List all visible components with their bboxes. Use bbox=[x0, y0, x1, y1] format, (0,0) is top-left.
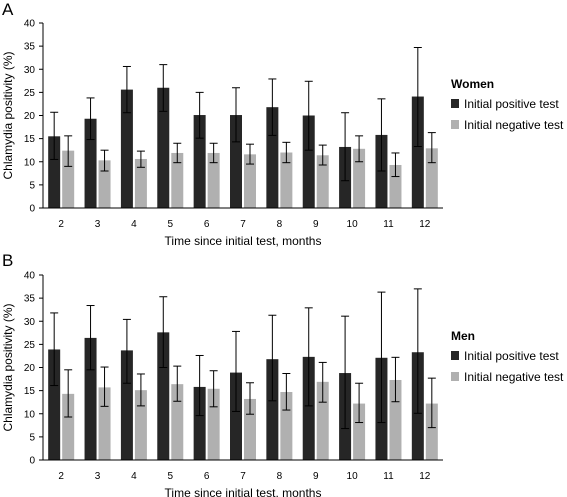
y-tick-label: 25 bbox=[24, 340, 36, 351]
legend-swatch bbox=[451, 372, 459, 381]
bar-initial-positive bbox=[157, 87, 170, 208]
legend-swatch bbox=[451, 120, 459, 129]
bar-initial-negative bbox=[353, 403, 366, 460]
x-tick-label: 7 bbox=[240, 219, 246, 230]
bar-initial-negative bbox=[280, 152, 293, 208]
y-tick-label: 10 bbox=[24, 157, 36, 168]
bar-initial-negative bbox=[98, 387, 111, 460]
bar-initial-negative bbox=[280, 392, 293, 460]
bar-initial-positive bbox=[120, 89, 133, 208]
legend-label: Initial negative test bbox=[464, 118, 564, 132]
legend-swatch bbox=[451, 351, 459, 360]
bar-initial-positive bbox=[84, 118, 97, 208]
bar-initial-negative bbox=[425, 403, 438, 460]
bar-initial-negative bbox=[244, 154, 256, 208]
y-axis-title: Chlamydia positivity (%) bbox=[1, 303, 15, 431]
bar-initial-positive bbox=[48, 136, 61, 208]
bar-initial-positive bbox=[411, 96, 424, 208]
y-tick-label: 0 bbox=[29, 456, 35, 467]
y-tick-label: 30 bbox=[24, 65, 36, 76]
bar-initial-negative bbox=[134, 158, 147, 208]
x-tick-label: 5 bbox=[167, 471, 173, 482]
x-tick-label: 4 bbox=[131, 471, 137, 482]
legend-label: Initial negative test bbox=[464, 370, 564, 384]
x-tick-label: 4 bbox=[131, 219, 137, 230]
bar-initial-positive bbox=[266, 359, 279, 460]
y-tick-label: 40 bbox=[24, 19, 36, 30]
y-tick-label: 15 bbox=[24, 134, 36, 145]
bar-initial-negative bbox=[171, 384, 184, 460]
bar-initial-positive bbox=[230, 115, 242, 208]
x-axis-title: Time since initial test, months bbox=[165, 486, 322, 497]
bar-initial-negative bbox=[353, 148, 366, 208]
x-tick-label: 3 bbox=[95, 219, 101, 230]
x-tick-label: 10 bbox=[347, 471, 359, 482]
bar-initial-positive bbox=[157, 332, 170, 460]
panel-label: B bbox=[2, 251, 13, 270]
bar-initial-negative bbox=[171, 152, 184, 208]
x-tick-label: 8 bbox=[277, 471, 283, 482]
x-tick-label: 12 bbox=[419, 471, 431, 482]
x-tick-label: 7 bbox=[240, 471, 246, 482]
x-tick-label: 2 bbox=[58, 471, 64, 482]
legend-title: Women bbox=[451, 77, 494, 91]
x-tick-label: 11 bbox=[383, 219, 394, 230]
bar-initial-negative bbox=[62, 393, 75, 460]
panel-label: A bbox=[2, 0, 14, 19]
y-axis-title: Chlamydia positivity (%) bbox=[1, 51, 15, 179]
bar-initial-negative bbox=[207, 152, 220, 208]
x-tick-label: 3 bbox=[95, 471, 101, 482]
x-tick-label: 6 bbox=[204, 471, 210, 482]
x-tick-label: 9 bbox=[313, 471, 319, 482]
x-tick-label: 2 bbox=[58, 219, 64, 230]
x-tick-label: 8 bbox=[277, 219, 283, 230]
y-tick-label: 20 bbox=[24, 363, 36, 374]
bar-initial-negative bbox=[62, 150, 75, 208]
x-axis-title: Time since initial test, months bbox=[165, 234, 322, 248]
bar-initial-negative bbox=[425, 148, 438, 208]
x-tick-label: 9 bbox=[313, 219, 319, 230]
bar-initial-positive bbox=[193, 386, 206, 460]
bar-initial-positive bbox=[266, 107, 279, 208]
bar-initial-negative bbox=[316, 155, 329, 208]
bar-initial-positive bbox=[48, 349, 61, 460]
bar-initial-positive bbox=[84, 337, 97, 460]
bar-initial-positive bbox=[302, 356, 315, 460]
y-tick-label: 35 bbox=[24, 42, 36, 53]
bar-initial-positive bbox=[302, 115, 315, 208]
y-tick-label: 35 bbox=[24, 294, 36, 305]
y-tick-label: 20 bbox=[24, 111, 36, 122]
y-tick-label: 40 bbox=[24, 271, 36, 282]
x-tick-label: 6 bbox=[204, 219, 210, 230]
bar-initial-positive bbox=[230, 372, 242, 460]
panel-a: A 0 5 10 15 20 25 30 35 40 2 3 4 5 6 7 8 9 10 11 12 Time sinc… bbox=[1, 0, 564, 248]
panel-b: B 0 5 10 15 20 25 30 35 40 2 3 4 5 6 7 8 9 10 11 12 Time sinc… bbox=[1, 251, 564, 497]
bar-initial-negative bbox=[389, 379, 402, 460]
bar-initial-positive bbox=[120, 350, 133, 460]
bar-initial-negative bbox=[134, 390, 147, 460]
y-tick-label: 30 bbox=[24, 317, 36, 328]
legend-swatch bbox=[451, 99, 459, 108]
bar-initial-negative bbox=[316, 381, 329, 460]
legend-label: Initial positive test bbox=[464, 97, 559, 111]
y-tick-label: 15 bbox=[24, 386, 36, 397]
y-tick-label: 0 bbox=[29, 204, 35, 215]
bar-initial-negative bbox=[389, 164, 402, 208]
legend-title: Men bbox=[451, 329, 475, 343]
y-tick-label: 5 bbox=[29, 432, 35, 443]
y-tick-label: 10 bbox=[24, 409, 36, 420]
legend-label: Initial positive test bbox=[464, 349, 559, 363]
bar-initial-negative bbox=[98, 160, 111, 208]
x-tick-label: 12 bbox=[419, 219, 431, 230]
x-tick-label: 5 bbox=[167, 219, 173, 230]
x-tick-label: 10 bbox=[347, 219, 359, 230]
y-tick-label: 25 bbox=[24, 88, 36, 99]
x-tick-label: 11 bbox=[383, 471, 394, 482]
y-tick-label: 5 bbox=[29, 180, 35, 191]
